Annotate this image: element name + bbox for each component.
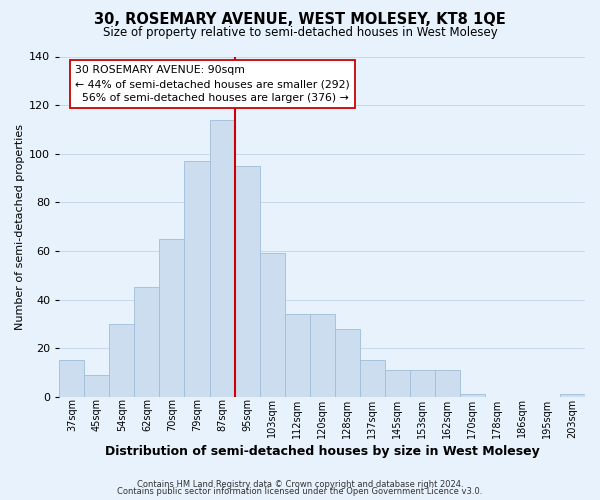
Bar (59, 360, 85, 397)
Y-axis label: Number of semi-detached properties: Number of semi-detached properties (15, 124, 25, 330)
Bar (109, 324, 134, 397)
Bar (284, 314, 310, 397)
Bar (560, 394, 585, 397)
Bar (310, 314, 335, 397)
Bar (435, 370, 460, 397)
Text: Contains public sector information licensed under the Open Government Licence v3: Contains public sector information licen… (118, 488, 482, 496)
Bar (209, 120, 235, 397)
Text: 30 ROSEMARY AVENUE: 90sqm
← 44% of semi-detached houses are smaller (292)
  56% : 30 ROSEMARY AVENUE: 90sqm ← 44% of semi-… (75, 65, 350, 103)
Bar (85, 375, 109, 397)
Text: Size of property relative to semi-detached houses in West Molesey: Size of property relative to semi-detach… (103, 26, 497, 39)
Bar (160, 239, 184, 397)
Bar (335, 329, 360, 397)
Bar (184, 161, 209, 397)
Bar (410, 370, 435, 397)
Bar (260, 254, 284, 397)
Bar (385, 370, 410, 397)
Bar (460, 394, 485, 397)
Text: Contains HM Land Registry data © Crown copyright and database right 2024.: Contains HM Land Registry data © Crown c… (137, 480, 463, 489)
Text: 30, ROSEMARY AVENUE, WEST MOLESEY, KT8 1QE: 30, ROSEMARY AVENUE, WEST MOLESEY, KT8 1… (94, 12, 506, 28)
Bar (134, 288, 160, 397)
Bar (360, 360, 385, 397)
Bar (235, 166, 260, 397)
X-axis label: Distribution of semi-detached houses by size in West Molesey: Distribution of semi-detached houses by … (105, 444, 539, 458)
